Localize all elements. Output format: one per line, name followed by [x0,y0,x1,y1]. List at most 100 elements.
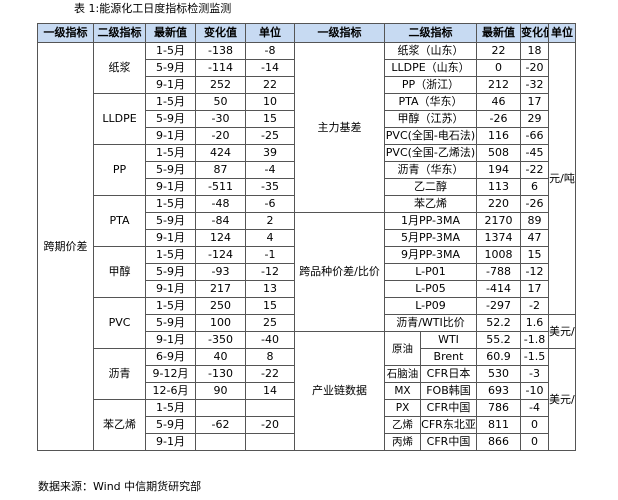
spread-item-name: L-P01 [384,263,477,281]
product-name: LLDPE [93,93,146,145]
latest-value: -414 [476,280,521,298]
change-value: 0 [520,416,549,434]
latest-value [195,399,246,417]
change-value: 4 [245,229,295,247]
table-row: 乙烯 CFR东北亚 811 0 [295,416,576,434]
latest-value: -84 [195,212,246,230]
change-value: -6 [245,195,295,213]
latest-value: 693 [476,382,521,400]
column-header: 最新值 [476,23,521,43]
price-basis: Brent [420,348,477,366]
latest-value: -138 [195,42,246,60]
change-value: -35 [245,178,295,196]
chain-product-name: 原油 [384,331,421,366]
contract-period: 5-9月 [145,212,196,230]
contract-period: 5-9月 [145,161,196,179]
latest-value: 124 [195,229,246,247]
spread-item-name: L-P05 [384,280,477,298]
latest-value: 1374 [476,229,521,247]
table-row: 主力基差 纸浆（山东） 22 18 元/吨 [294,42,576,315]
contract-period: 1-5月 [145,195,196,213]
latest-value: 2170 [476,212,521,230]
latest-value: 52.2 [476,314,521,332]
contract-period: 9-1月 [145,76,196,94]
change-value: 47 [520,229,549,247]
table-row: 跨品种价差/比价 1月PP-3MA 2170 89 [294,212,576,332]
contract-period: 1-5月 [145,144,196,162]
change-value: -12 [520,263,549,281]
latest-value: 811 [476,416,521,434]
column-header: 最新值 [145,23,196,43]
change-value: 0 [520,433,549,451]
change-value: 15 [520,246,549,264]
contract-period: 1-5月 [145,42,196,60]
contract-period: 12-6月 [145,382,196,400]
right-table-body: 主力基差 纸浆（山东） 22 18 元/吨 LLDPE（山东） 0 -20 PP（浙江） 212-… [294,42,576,451]
unit-label: 美元/吨 [548,348,576,451]
basis-item-name: PVC(全国-乙烯法) [384,144,477,162]
change-value: 29 [520,110,549,128]
contract-period: 9-1月 [145,178,196,196]
contract-period: 9-1月 [145,331,196,349]
table-row: PVC(全国-乙烯法) 508 -45 [295,144,576,162]
price-basis: CFR东北亚 [420,416,477,434]
change-value: 39 [245,144,295,162]
latest-value: 40 [195,348,246,366]
table-row: PTA（华东） 46 17 [295,93,576,111]
table-row: 9-1月 -350 -40 [38,331,295,349]
latest-value: -30 [195,110,246,128]
latest-value: 116 [476,127,521,145]
product-name: 甲醇 [93,246,146,298]
data-source-note: 数据来源：Wind 中信期货研究部 [38,480,202,493]
change-value: -26 [520,195,549,213]
contract-period: 9-1月 [145,433,196,451]
change-value: -1.8 [520,331,549,349]
spread-item-name: 9月PP-3MA [384,246,477,264]
basis-item-name: 纸浆（山东） [384,42,477,60]
table-row: 丙烯 CFR中国 866 0 [295,433,576,451]
table-row: PP（浙江） 212 -32 [295,76,576,94]
table-row: 甲醇 1-5月 -124 -1 [38,246,295,298]
price-basis: CFR中国 [420,399,477,417]
column-header: 变化值 [195,23,246,43]
table-row: 9-1月 252 22 [38,76,295,94]
contract-period: 5-9月 [145,263,196,281]
change-value: 15 [245,297,295,315]
chain-product-name: PX [384,399,421,417]
latest-value: -26 [476,110,521,128]
contract-period: 9-1月 [145,127,196,145]
chain-product-name: MX [384,382,421,400]
contract-period: 9-1月 [145,280,196,298]
basis-item-name: 苯乙烯 [384,195,477,213]
table-row: 9-1月 [38,433,295,451]
change-value: 1.6 [520,314,549,332]
latest-value: 217 [195,280,246,298]
spread-item-name: 1月PP-3MA [384,212,477,230]
table-row: PVC 1-5月 250 15 [38,297,295,349]
latest-value: -511 [195,178,246,196]
change-value: -32 [520,76,549,94]
change-value: -4 [520,399,549,417]
change-value: -14 [245,59,295,77]
latest-value: -130 [195,365,246,383]
basis-item-name: PTA（华东） [384,93,477,111]
change-value: -12 [245,263,295,281]
column-header: 变化值 [520,23,549,43]
change-value: 18 [520,42,549,60]
contract-period: 1-5月 [145,246,196,264]
table-row: 沥青（华东） 194 -22 [295,161,576,179]
latest-value: 113 [476,178,521,196]
unit-label: 美元/桶 [548,314,576,349]
latest-value: -114 [195,59,246,77]
contract-period: 1-5月 [145,93,196,111]
change-value: 10 [245,93,295,111]
change-value: -25 [245,127,295,145]
change-value: 6 [520,178,549,196]
product-name: 苯乙烯 [93,399,146,451]
latest-value: 424 [195,144,246,162]
